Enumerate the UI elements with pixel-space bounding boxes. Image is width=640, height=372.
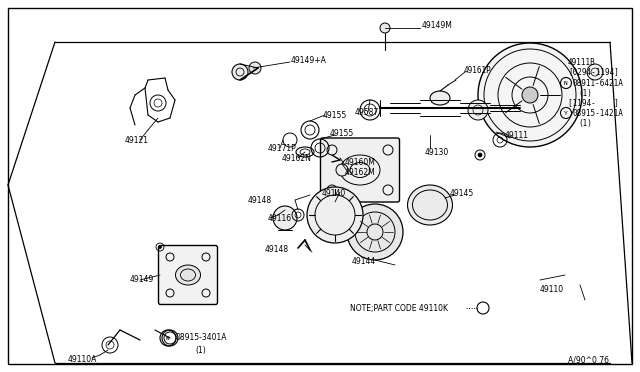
FancyBboxPatch shape (321, 138, 399, 202)
Circle shape (587, 64, 603, 80)
Text: 49144: 49144 (352, 257, 376, 266)
Text: Y: Y (564, 110, 568, 115)
Text: 49149: 49149 (130, 276, 154, 285)
Text: [0294-1194]: [0294-1194] (568, 67, 619, 77)
Circle shape (478, 43, 582, 147)
Circle shape (522, 87, 538, 103)
Text: 08915-3401A: 08915-3401A (175, 334, 227, 343)
Text: 49111: 49111 (505, 131, 529, 140)
Text: (1): (1) (195, 346, 205, 355)
Text: 49130: 49130 (425, 148, 449, 157)
Text: 49148: 49148 (265, 246, 289, 254)
Circle shape (336, 164, 348, 176)
Text: 49110: 49110 (540, 285, 564, 295)
Text: 49110A: 49110A (68, 356, 97, 365)
Text: 49162M: 49162M (345, 167, 376, 176)
Text: 08915-1421A: 08915-1421A (573, 109, 624, 118)
Circle shape (249, 62, 261, 74)
Text: (1): (1) (578, 89, 592, 97)
Text: 49111B: 49111B (568, 58, 596, 67)
Text: 49149M: 49149M (422, 20, 453, 29)
Text: 49161P: 49161P (464, 65, 492, 74)
Text: 49155: 49155 (330, 128, 355, 138)
Text: 49116: 49116 (268, 214, 292, 222)
Text: [1194-    ]: [1194- ] (568, 99, 619, 108)
Text: 49149+A: 49149+A (291, 55, 327, 64)
Text: 49171P: 49171P (268, 144, 297, 153)
Text: 49145: 49145 (450, 189, 474, 198)
Circle shape (478, 153, 482, 157)
Text: 49121: 49121 (125, 135, 149, 144)
FancyBboxPatch shape (159, 246, 218, 305)
Text: 08911-6421A: 08911-6421A (573, 78, 624, 87)
Text: (1): (1) (578, 119, 592, 128)
Text: 49587: 49587 (355, 108, 380, 116)
Circle shape (347, 204, 403, 260)
Text: W: W (166, 336, 170, 340)
Circle shape (232, 64, 248, 80)
Text: 49148: 49148 (248, 196, 272, 205)
Text: N: N (564, 80, 568, 86)
Circle shape (468, 100, 488, 120)
Ellipse shape (408, 185, 452, 225)
Text: 49140: 49140 (322, 189, 346, 198)
Text: 49155: 49155 (323, 110, 348, 119)
Circle shape (273, 206, 297, 230)
Circle shape (159, 246, 161, 248)
Ellipse shape (175, 265, 200, 285)
Circle shape (380, 23, 390, 33)
Circle shape (307, 187, 363, 243)
Text: 49160M: 49160M (345, 157, 376, 167)
Text: NOTE;PART CODE 49110K: NOTE;PART CODE 49110K (350, 304, 448, 312)
Text: 49162N: 49162N (282, 154, 312, 163)
Text: A/90^0 76: A/90^0 76 (568, 356, 609, 365)
Ellipse shape (430, 91, 450, 105)
